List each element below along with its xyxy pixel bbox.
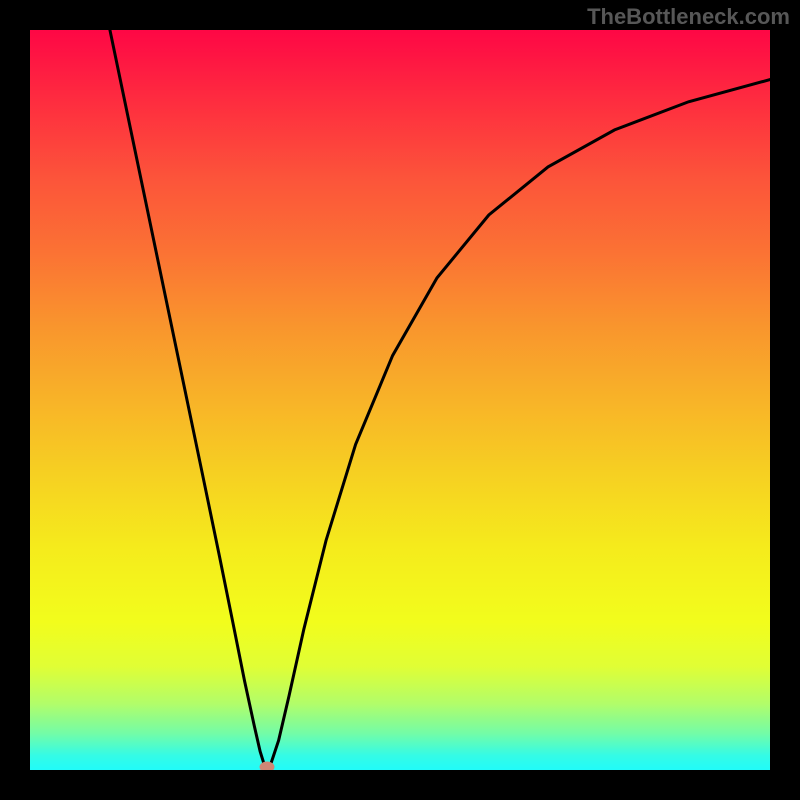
minimum-marker [259, 762, 274, 770]
curve-left-branch [110, 30, 267, 767]
chart-container: TheBottleneck.com [0, 0, 800, 800]
curve-right-branch [267, 80, 770, 768]
plot-area [30, 30, 770, 770]
watermark-text: TheBottleneck.com [587, 4, 790, 30]
curve-svg [30, 30, 770, 770]
